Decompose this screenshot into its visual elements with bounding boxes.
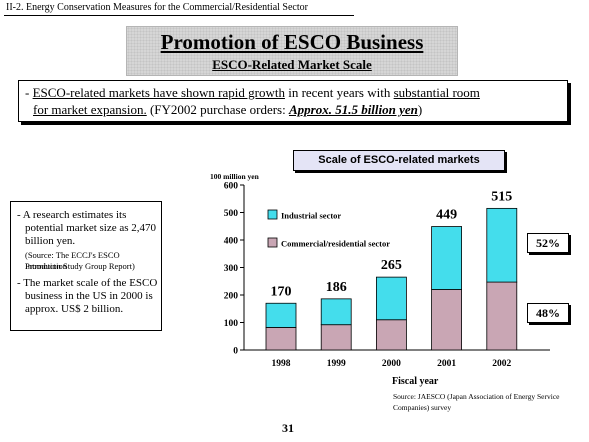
- y-tick-label: 100: [224, 319, 239, 329]
- summary-dash: -: [25, 85, 33, 100]
- legend-label-commercial: Commercial/residential sector: [281, 239, 390, 249]
- title-box: Promotion of ESCO Business ESCO-Related …: [126, 26, 458, 76]
- summary-close: ): [417, 102, 423, 117]
- x-axis-title: Fiscal year: [392, 376, 439, 387]
- section-label: II-2. Energy Conservation Measures for t…: [6, 2, 308, 13]
- summary-expansion: for market expansion.: [33, 102, 147, 117]
- section-rule: [4, 15, 354, 16]
- summary-recent: in recent years with: [284, 85, 394, 100]
- bar-total-label: 515: [491, 189, 512, 204]
- bar-commercial-residential: [486, 281, 518, 351]
- legend-swatch-commercial: [267, 237, 278, 248]
- source-note: Source: JAESCO (Japan Association of Ene…: [393, 392, 560, 412]
- summary-line-1: - ESCO-related markets have shown rapid …: [25, 85, 480, 101]
- bar-total-label: 449: [436, 208, 457, 223]
- y-tick-label: 200: [224, 292, 239, 302]
- note-2-line-1: - The market scale of the ESCO: [17, 277, 158, 289]
- chart-legend: Industrial sector Commercial/residential…: [267, 209, 390, 249]
- legend-swatch-industrial: [267, 209, 278, 220]
- bar-industrial: [265, 302, 297, 328]
- x-tick-label: 2000: [382, 359, 401, 369]
- bar-total-label: 186: [326, 280, 347, 295]
- bar-industrial: [431, 226, 463, 290]
- x-tick-label: 2001: [437, 359, 456, 369]
- y-tick-label: 0: [233, 347, 238, 357]
- y-tick-label: 400: [224, 237, 239, 247]
- page-number: 31: [282, 421, 294, 435]
- chart-caption: Scale of ESCO-related markets: [293, 150, 505, 171]
- page-subtitle: ESCO-Related Market Scale: [212, 57, 372, 72]
- summary-box: - ESCO-related markets have shown rapid …: [18, 80, 568, 122]
- page-title: Promotion of ESCO Business: [160, 30, 424, 54]
- share-label-industrial: 52%: [527, 233, 569, 253]
- bar-total-label: 265: [381, 258, 402, 273]
- y-tick-label: 300: [224, 264, 239, 274]
- bar-industrial: [375, 276, 407, 321]
- share-label-commercial: 48%: [527, 303, 569, 323]
- bar-commercial-residential: [375, 319, 407, 351]
- note-1-line-2: potential market size as 2,470: [25, 222, 157, 234]
- x-tick-label: 2002: [492, 359, 511, 369]
- note-source-line-2: Promotion Study Group Report): [25, 261, 135, 271]
- note-1-line-1: - A research estimates its: [17, 209, 127, 221]
- bar-industrial: [320, 298, 352, 326]
- bar-commercial-residential: [431, 289, 463, 351]
- note-2-line-3: approx. US$ 2 billion.: [25, 303, 124, 315]
- note-1-line-3: billion yen.: [25, 235, 76, 247]
- bar-commercial-residential: [265, 327, 297, 351]
- x-tick-label: 1998: [272, 359, 291, 369]
- legend-label-industrial: Industrial sector: [281, 211, 341, 221]
- note-2-line-2: business in the US in 2000 is: [25, 290, 153, 302]
- summary-amount: Approx. 51.5 billion yen: [288, 102, 418, 117]
- summary-growth: ESCO-related markets have shown rapid gr…: [32, 85, 285, 100]
- bar-total-label: 170: [271, 284, 292, 299]
- y-tick-label: 600: [224, 182, 239, 192]
- summary-room: substantial room: [393, 85, 480, 100]
- x-tick-label: 1999: [327, 359, 346, 369]
- summary-orders: (FY2002 purchase orders:: [146, 102, 289, 117]
- notes-box: - A research estimates its potential mar…: [10, 201, 162, 331]
- summary-line-2: for market expansion. (FY2002 purchase o…: [33, 102, 422, 118]
- y-tick-label: 500: [224, 209, 239, 219]
- bar-commercial-residential: [320, 324, 352, 351]
- y-unit-label: 100 million yen: [210, 172, 260, 181]
- note-source-line-1: (Source: The ECCJ's ESCO Introduction: [25, 250, 120, 271]
- bar-industrial: [486, 207, 518, 283]
